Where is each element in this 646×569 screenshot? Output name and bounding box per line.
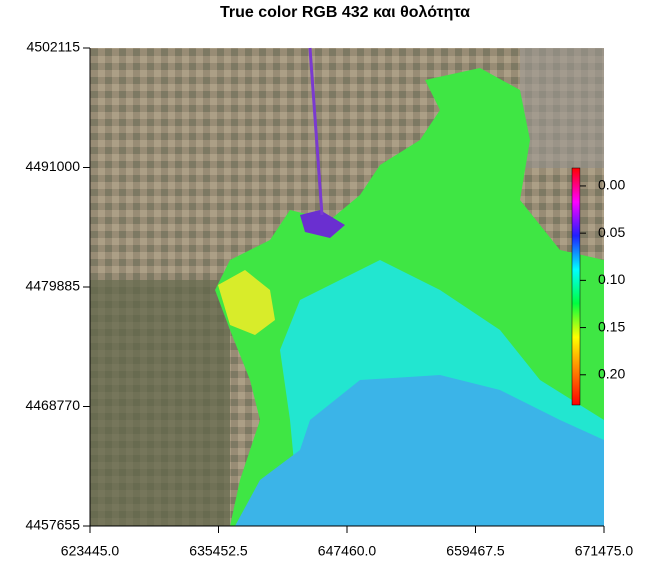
map-image <box>90 47 604 526</box>
colorbar-tick-label: 0.00 <box>598 177 625 193</box>
y-tick-label: 4491000 <box>25 158 80 174</box>
chart-title: True color RGB 432 και θολότητα <box>220 4 470 21</box>
colorbar <box>571 167 581 406</box>
colorbar-tick-label: 0.20 <box>598 365 625 381</box>
x-tick-label: 647460.0 <box>318 543 377 559</box>
colorbar-tick-label: 0.10 <box>598 271 625 287</box>
colorbar-tick-label: 0.05 <box>598 224 625 240</box>
y-tick-label: 4502115 <box>27 39 81 55</box>
y-tick-label: 4457655 <box>25 517 80 533</box>
x-tick-label: 659467.5 <box>446 543 505 559</box>
y-tick-label: 4468770 <box>25 397 80 413</box>
colorbar-tick-label: 0.15 <box>598 318 625 334</box>
y-tick-label: 4479885 <box>25 278 80 294</box>
x-tick-label: 623445.0 <box>61 543 120 559</box>
x-tick-label: 671475.0 <box>575 543 634 559</box>
x-tick-label: 635452.5 <box>189 543 248 559</box>
